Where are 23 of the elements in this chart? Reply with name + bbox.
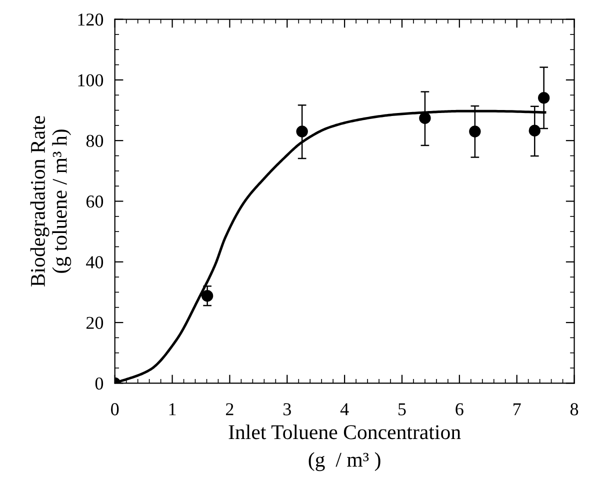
point [538,92,550,104]
y-tick-label: 0 [95,377,104,390]
x-tick-label: 1 [169,403,176,416]
x-tick-label: 0 [111,403,119,416]
x-tick-label: 5 [398,403,406,416]
x-tick-label: 7 [514,403,521,416]
y-tick-label: 40 [86,256,104,268]
point [469,126,481,138]
x-tick-label: 4 [340,403,349,416]
point [419,112,431,124]
x-tick-label: 6 [456,403,464,416]
point [296,126,308,138]
y-tick-label: 100 [78,74,104,86]
x-tick-label: 8 [570,403,578,416]
x-axis-title: Inlet Toluene Concentration (g / m³ ) [228,424,461,472]
y-tick-label: 20 [86,316,104,329]
y-tick-label: 60 [86,195,104,208]
y-tick-label: 120 [78,14,104,26]
x-tick-label: 2 [226,403,234,416]
y-tick-label: 80 [86,134,104,148]
y-axis-title: Biodegradation Rate (g toluene / m³ h) [30,116,72,287]
point [528,124,540,136]
x-tick-label: 3 [283,403,291,416]
